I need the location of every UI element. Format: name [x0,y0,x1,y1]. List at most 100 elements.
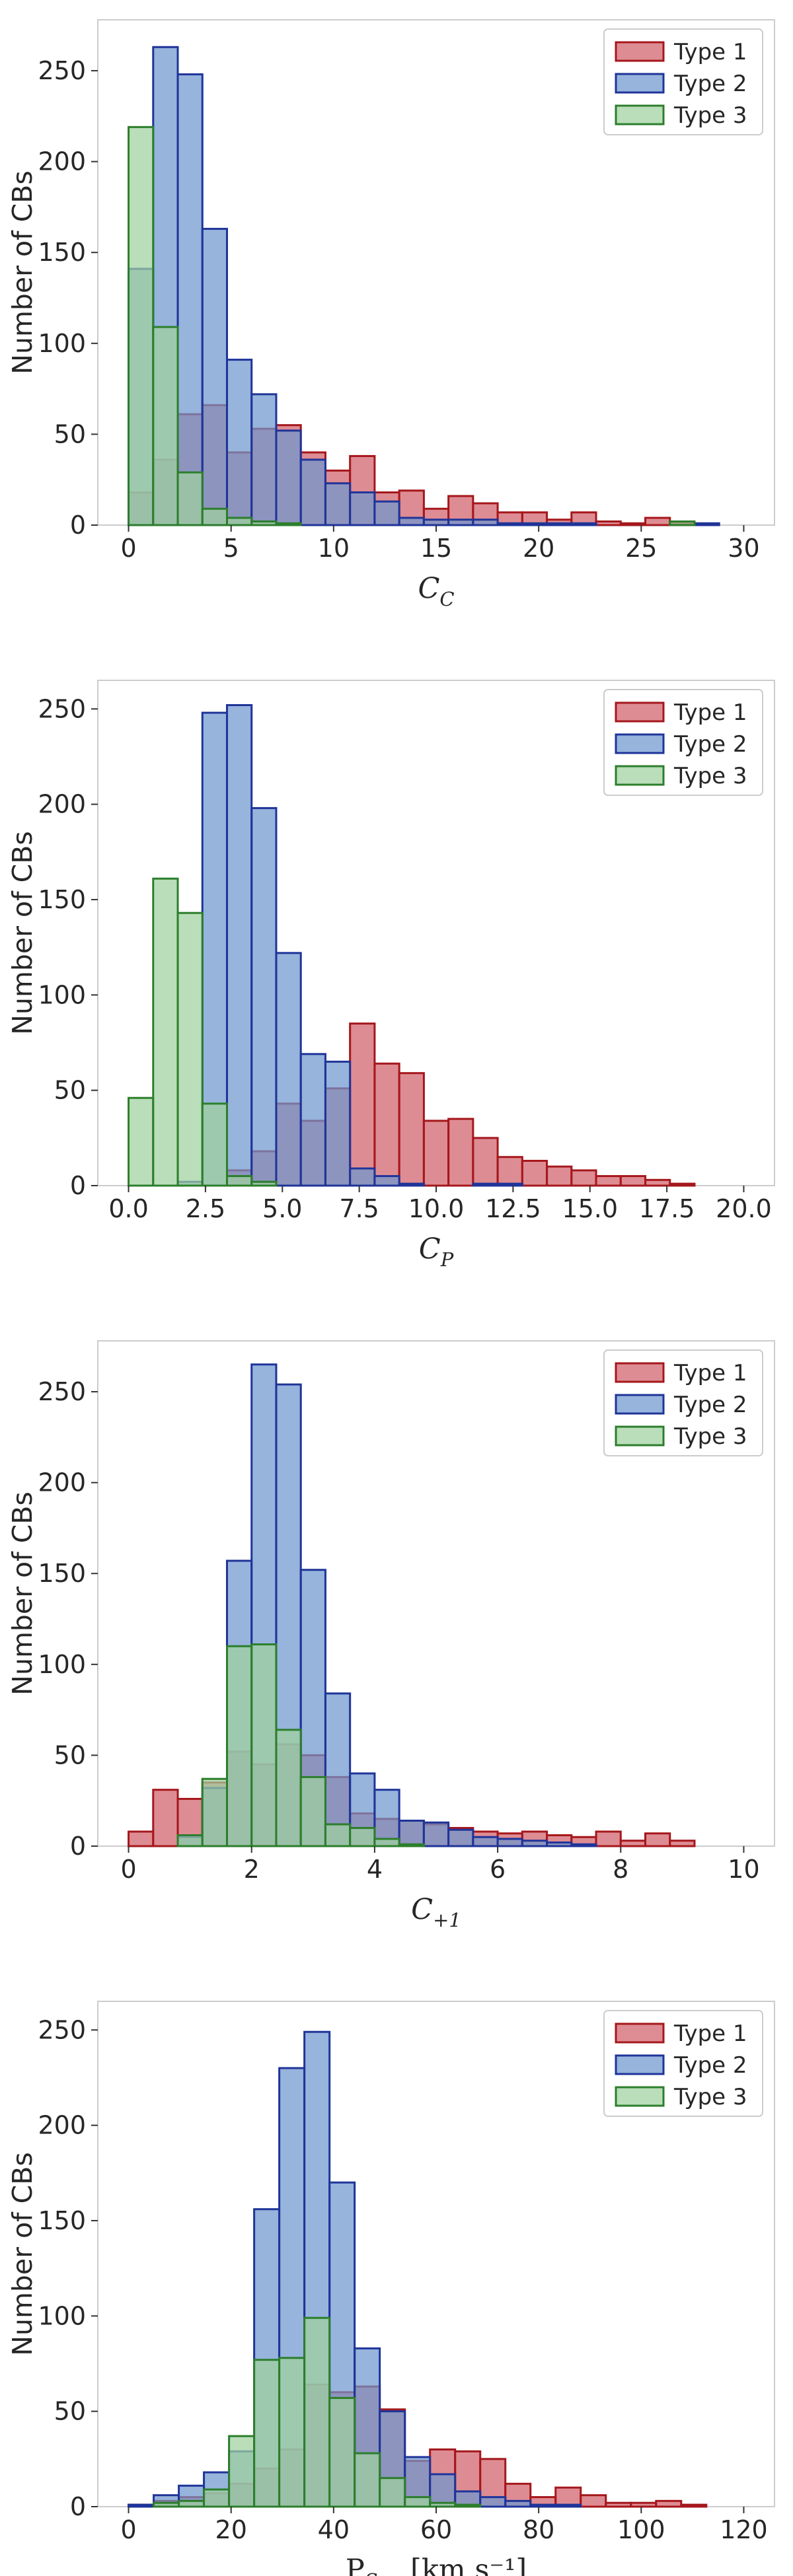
bar-type-1 [496,1156,523,1187]
bar-type-1 [595,1175,622,1187]
y-tick-label: 150 [38,2206,86,2235]
legend: Type 1 Type 2 Type 3 [603,2010,763,2117]
bar-type-3 [228,2435,256,2508]
y-axis-label: Number of CBs [7,831,38,1034]
y-tick-label: 200 [38,147,86,176]
y-tick-label: 150 [38,1559,86,1588]
legend: Type 1 Type 2 Type 3 [603,689,763,796]
histogram-panel-cp: 0.0 2.5 5.0 7.5 10.0 12.5 15.0 17.5 20.0 0 50 100 15… [7,680,775,1271]
bar-type-2 [324,482,352,526]
bar-type-2 [201,227,228,526]
bar-type-3 [250,520,278,526]
bar-type-1 [669,1840,696,1847]
legend-swatch-type-3 [615,104,665,125]
bar-type-3 [354,2452,381,2508]
bar-type-2 [546,522,573,526]
bar-type-2 [324,1060,352,1187]
x-tick-label: 20.0 [716,1194,772,1223]
legend-label-type-3: Type 3 [673,763,747,789]
x-tick-label: 15 [420,534,452,563]
y-tick-label: 100 [38,1650,86,1679]
bar-type-2 [275,952,302,1187]
x-axis-label-unit: [km s⁻¹] [401,2554,527,2576]
y-tick-label: 150 [38,238,86,267]
bar-type-3 [669,520,696,526]
y-tick-label: 50 [54,419,86,448]
x-tick-label: 20 [523,534,554,563]
bar-type-1 [595,520,622,526]
series-type-3 [153,2316,482,2508]
y-tick-label: 250 [38,56,86,85]
y-tick-label: 50 [54,2397,86,2426]
x-axis-label-symbol: C [411,1893,433,1926]
bar-type-3 [176,471,204,526]
bar-type-2 [546,1841,573,1847]
legend-swatch-type-1 [615,41,665,62]
y-tick-label: 100 [38,980,86,1009]
x-tick-label: 4 [367,1855,383,1884]
x-tick-label: 0 [120,1855,136,1884]
legend-swatch-type-1 [615,1362,665,1383]
series-type-3 [128,125,696,526]
bar-type-3 [429,2501,457,2508]
x-tick-label: 5 [223,534,239,563]
bar-type-2 [299,1053,326,1187]
bar-type-2 [422,519,450,526]
bar-type-1 [580,2494,607,2508]
bar-type-2 [472,519,499,526]
x-tick-label: 10 [318,534,350,563]
bar-type-1 [630,2501,658,2508]
legend-label-type-1: Type 1 [673,699,747,726]
bar-type-3 [278,2357,306,2508]
legend-swatch-type-2 [615,733,665,754]
x-tick-label: 8 [613,1855,628,1884]
bar-type-1 [605,2501,632,2508]
x-axis-label-subscript: P [440,1248,454,1271]
y-tick-label: 50 [54,1076,86,1105]
y-tick-label: 50 [54,1740,86,1770]
bar-type-2 [128,2503,155,2508]
bar-type-2 [429,2473,457,2508]
bar-type-2 [373,1789,400,1847]
bar-type-3 [303,2316,331,2508]
bar-type-1 [619,1175,647,1187]
legend-label-type-1: Type 1 [673,1360,747,1386]
y-tick-label: 250 [38,694,86,723]
bar-type-2 [422,1821,450,1847]
x-axis-label-symbol: P [346,2554,365,2576]
bar-type-2 [373,500,400,526]
x-tick-label: 2 [244,1855,260,1884]
legend-label-type-3: Type 3 [673,102,747,129]
legend-swatch-type-2 [615,1394,665,1415]
series-type-3 [176,1643,425,1847]
bar-type-3 [128,1096,155,1187]
x-axis-label-symbol: C [418,572,439,605]
bar-type-1 [472,1137,499,1187]
bar-type-1 [447,1118,474,1187]
bar-type-2 [299,458,326,526]
y-axis-label: Number of CBs [7,1491,38,1695]
x-tick-label: 6 [490,1855,506,1884]
y-tick-label: 200 [38,790,86,819]
bar-type-1 [128,1830,155,1847]
bar-type-1 [373,1062,400,1187]
bar-type-2 [521,1840,548,1847]
bar-type-3 [176,912,204,1187]
bar-type-2 [225,359,253,526]
bar-type-2 [373,1175,400,1187]
bar-type-3 [454,2503,482,2508]
bar-type-3 [299,1775,326,1847]
x-tick-label: 2.5 [186,1194,225,1223]
x-tick-label: 25 [625,534,657,563]
bar-type-3 [328,2396,356,2508]
bar-type-1 [680,2503,708,2508]
y-tick-label: 150 [38,885,86,914]
bar-type-2 [504,2499,532,2508]
bar-type-2 [496,522,523,526]
x-tick-label: 0 [120,534,136,563]
y-tick-label: 250 [38,1377,86,1406]
bar-type-1 [349,1022,376,1187]
x-axis-label: PSep [km s⁻¹] [346,2554,527,2576]
bar-type-2 [447,519,474,526]
